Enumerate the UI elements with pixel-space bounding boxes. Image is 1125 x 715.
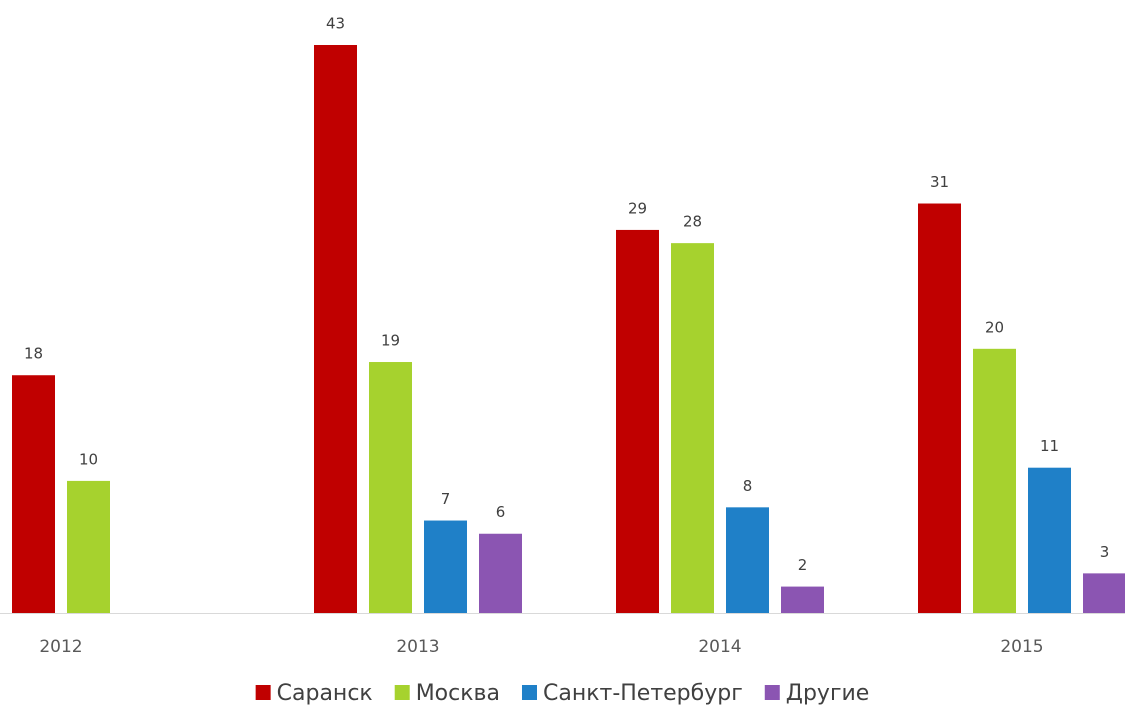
legend-swatch <box>255 685 271 700</box>
x-tick-label: 2013 <box>396 637 439 657</box>
value-label: 31 <box>930 173 949 191</box>
bar <box>424 520 467 613</box>
bar <box>12 375 55 613</box>
legend-label: Санкт-Петербург <box>543 681 743 706</box>
x-tick-label: 2014 <box>698 637 741 657</box>
bar <box>781 586 824 613</box>
legend-swatch <box>521 685 537 700</box>
bar <box>314 45 357 613</box>
value-label: 29 <box>628 199 647 217</box>
legend-label: Москва <box>416 681 500 706</box>
bar <box>369 362 412 613</box>
bar <box>1083 573 1125 613</box>
bar <box>973 348 1016 613</box>
value-label: 19 <box>381 332 400 350</box>
bar <box>479 533 522 613</box>
bar <box>1028 467 1071 613</box>
value-label: 3 <box>1100 543 1110 561</box>
bar <box>918 203 961 613</box>
x-tick-label: 2015 <box>1000 637 1043 657</box>
bar <box>671 243 714 614</box>
legend-label: Саранск <box>277 681 373 706</box>
bar <box>726 507 769 613</box>
legend-swatch <box>764 685 780 700</box>
value-label: 20 <box>985 318 1004 336</box>
value-label: 6 <box>496 503 506 521</box>
bar <box>67 480 110 613</box>
legend-label: Другие <box>786 681 870 706</box>
value-label: 43 <box>326 15 345 33</box>
x-tick-label: 2012 <box>39 637 82 657</box>
value-label: 8 <box>743 477 753 495</box>
value-label: 7 <box>441 490 451 508</box>
value-label: 18 <box>24 345 43 363</box>
value-label: 11 <box>1040 437 1059 455</box>
bar <box>616 229 659 613</box>
value-label: 2 <box>798 556 808 574</box>
value-label: 28 <box>683 213 702 231</box>
legend-swatch <box>394 685 410 700</box>
value-label: 10 <box>79 450 98 468</box>
